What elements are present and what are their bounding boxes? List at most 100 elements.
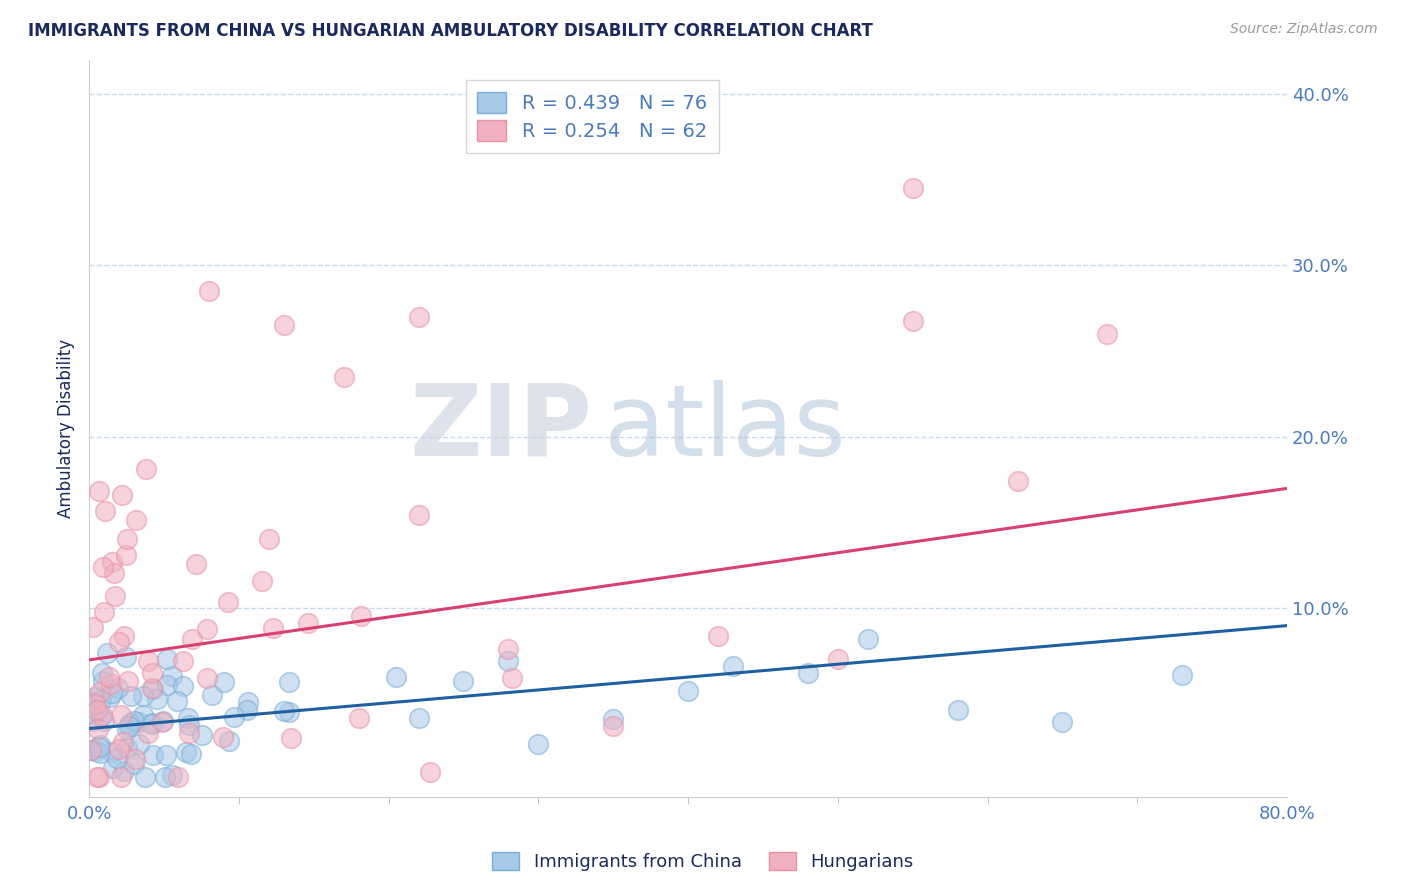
Point [112,764,135,779]
Point [707,629,730,643]
Point [152,714,174,728]
Point [181,632,204,646]
Point [332,370,354,384]
Point [87,739,110,754]
Point [160,767,183,781]
Point [94,503,117,517]
Point [856,632,879,646]
Point [946,704,969,718]
Legend: Immigrants from China, Hungarians: Immigrants from China, Hungarians [485,845,921,879]
Point [498,641,520,656]
Point [103,566,125,580]
Point [195,622,218,636]
Point [118,716,141,731]
Point [87,722,110,736]
Point [89,746,111,760]
Point [212,675,235,690]
Point [180,747,202,761]
Point [110,707,132,722]
Point [1007,474,1029,488]
Point [602,719,624,733]
Point [453,673,475,688]
Point [82,706,104,721]
Point [111,488,134,502]
Point [1052,715,1074,730]
Point [84,743,107,757]
Point [107,751,129,765]
Point [901,181,924,195]
Point [115,740,138,755]
Point [117,673,139,688]
Point [100,686,122,700]
Point [124,714,146,728]
Point [134,770,156,784]
Point [250,574,273,588]
Point [676,684,699,698]
Point [177,717,200,731]
Text: atlas: atlas [605,380,846,477]
Point [527,737,550,751]
Point [191,728,214,742]
Text: IMMIGRANTS FROM CHINA VS HUNGARIAN AMBULATORY DISABILITY CORRELATION CHART: IMMIGRANTS FROM CHINA VS HUNGARIAN AMBUL… [28,22,873,40]
Point [79,743,101,757]
Point [150,715,173,730]
Point [89,483,111,498]
Point [100,676,122,690]
Point [167,770,190,784]
Point [120,689,142,703]
Point [93,605,115,619]
Point [91,674,114,689]
Point [262,621,284,635]
Point [141,665,163,680]
Point [155,747,177,762]
Point [153,770,176,784]
Point [901,314,924,328]
Point [132,708,155,723]
Point [104,589,127,603]
Point [278,675,301,690]
Point [1097,327,1119,342]
Point [107,742,129,756]
Point [79,714,101,728]
Point [408,310,430,324]
Point [222,710,245,724]
Point [142,716,165,731]
Point [217,595,239,609]
Point [236,703,259,717]
Point [408,711,430,725]
Point [91,560,114,574]
Legend: R = 0.439   N = 76, R = 0.254   N = 62: R = 0.439 N = 76, R = 0.254 N = 62 [465,80,718,153]
Point [80,743,103,757]
Point [408,508,430,522]
Text: Source: ZipAtlas.com: Source: ZipAtlas.com [1230,22,1378,37]
Point [84,690,107,704]
Y-axis label: Ambulatory Disability: Ambulatory Disability [58,339,75,518]
Point [114,629,136,643]
Point [90,666,112,681]
Point [156,678,179,692]
Point [172,655,194,669]
Point [186,557,208,571]
Point [114,548,136,562]
Point [501,671,523,685]
Point [83,697,105,711]
Point [142,747,165,762]
Point [174,745,197,759]
Point [160,669,183,683]
Point [212,730,235,744]
Point [90,709,112,723]
Point [101,746,124,760]
Point [98,669,121,683]
Point [797,666,820,681]
Point [145,692,167,706]
Point [172,679,194,693]
Point [498,654,520,668]
Point [177,711,200,725]
Point [135,461,157,475]
Point [280,731,302,745]
Text: ZIP: ZIP [409,380,592,477]
Point [86,770,108,784]
Point [90,693,112,707]
Point [166,694,188,708]
Point [98,690,121,705]
